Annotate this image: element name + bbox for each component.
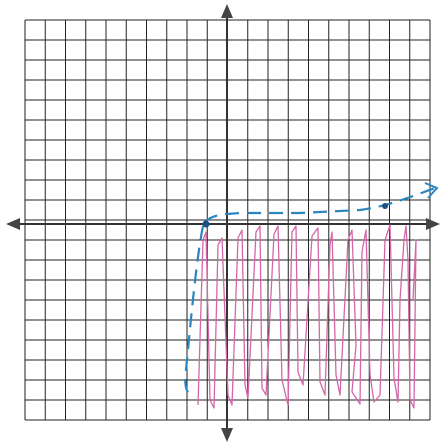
line-point <box>382 203 388 209</box>
corner-point <box>203 221 210 228</box>
